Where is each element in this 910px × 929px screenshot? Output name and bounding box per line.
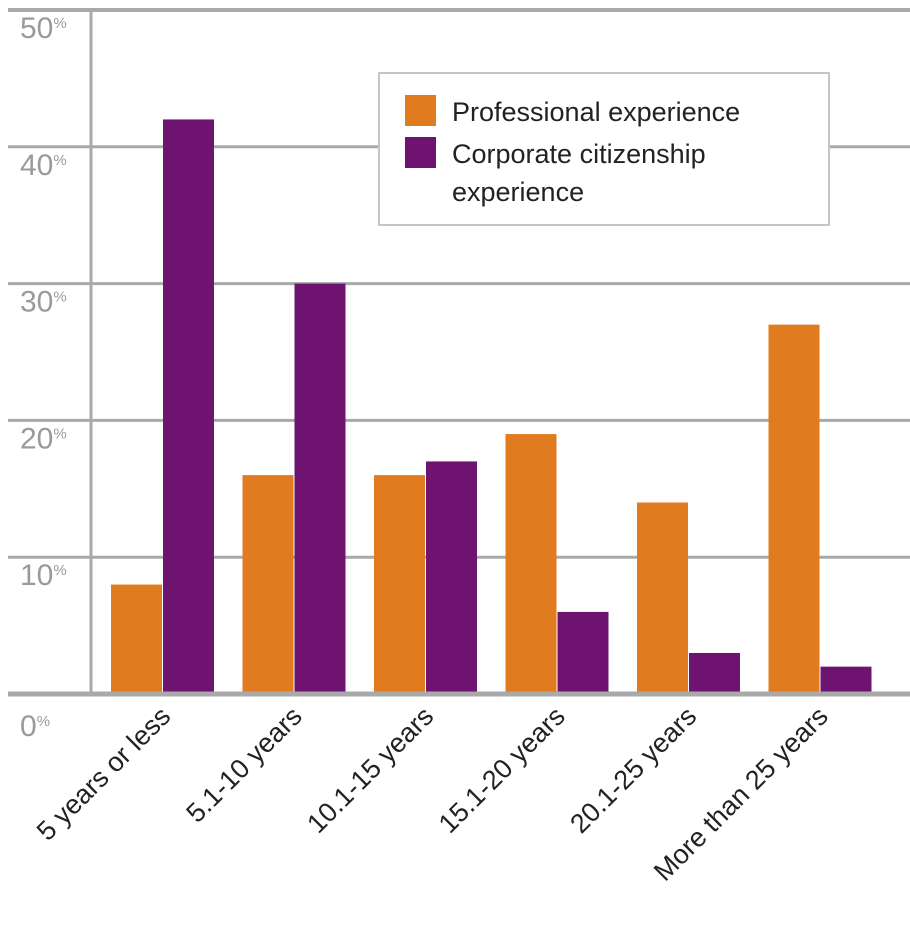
legend-swatch [405, 137, 436, 168]
legend-swatch [405, 95, 436, 126]
bar-corporate-4 [689, 652, 740, 694]
y-tick-label: 30% [20, 286, 67, 319]
legend-label: Professional experience [452, 97, 740, 127]
y-tick-label: 10% [20, 559, 67, 592]
y-tick-label: 40% [20, 149, 67, 182]
bar-corporate-1 [294, 283, 346, 694]
x-tick-label: 5.1-10 years [180, 701, 307, 828]
x-tick-label: 20.1-25 years [564, 701, 702, 839]
legend-label: experience [452, 177, 584, 207]
bar-professional-3 [505, 434, 557, 694]
bar-corporate-0 [163, 119, 214, 694]
y-tick-label: 20% [20, 422, 67, 455]
y-tick-label: 50% [20, 12, 67, 45]
bar-corporate-5 [820, 666, 872, 694]
bar-professional-0 [111, 584, 162, 694]
x-tick-label: 5 years or less [31, 701, 176, 846]
bar-corporate-3 [557, 611, 609, 694]
y-tick-label: 0% [20, 710, 50, 743]
legend: Professional experience Corporate citizen… [378, 72, 830, 226]
bar-professional-4 [637, 502, 688, 694]
x-tick-label: 10.1-15 years [301, 701, 439, 839]
x-tick-label: 15.1-20 years [433, 701, 571, 839]
legend-box [378, 72, 830, 226]
bar-corporate-2 [426, 461, 477, 694]
bar-professional-1 [242, 475, 294, 694]
legend-label: Corporate citizenship [452, 139, 706, 169]
bar-professional-2 [374, 475, 425, 694]
bar-professional-5 [768, 324, 820, 694]
